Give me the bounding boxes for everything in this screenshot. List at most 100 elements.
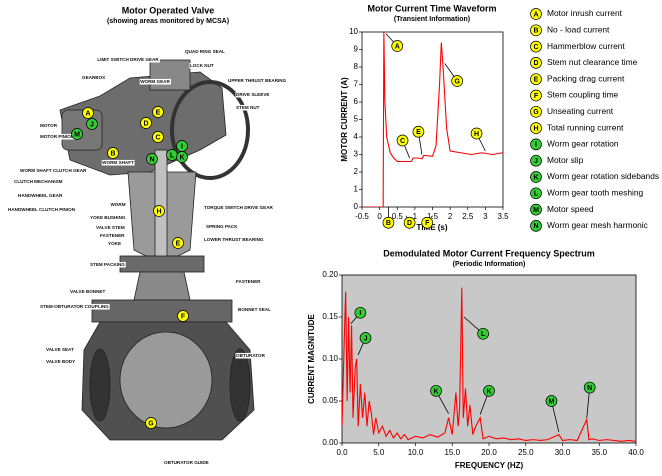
legend-key: L [534, 191, 539, 198]
legend-key: D [533, 60, 538, 67]
part-label: BONNET SEAL [238, 307, 271, 312]
marker-label: E [156, 109, 161, 116]
x-tick-label: 0.0 [336, 448, 348, 457]
marker-label: A [395, 43, 400, 50]
y-tick-label: 0.20 [322, 270, 338, 279]
part-label: SPRING PACK [206, 224, 238, 229]
marker-label: C [155, 134, 160, 141]
marker-label: M [74, 131, 80, 138]
marker-label: M [549, 398, 555, 405]
page: {"diagram": {"title": "Motor Operated Va… [0, 0, 662, 476]
marker-label: L [170, 152, 175, 159]
marker-label: D [407, 220, 412, 227]
x-tick-label: 2 [448, 212, 453, 221]
diagram-subtitle: (showing areas monitored by MCSA) [107, 18, 229, 25]
part-label: LOCK NUT [190, 63, 214, 68]
x-tick-label: 3 [483, 212, 488, 221]
legend-key: A [533, 11, 538, 18]
figure: Motor Operated Valve (showing areas moni… [0, 0, 662, 476]
marker-label: F [425, 220, 430, 227]
y-axis-label: CURRENT MAGNITUDE [307, 313, 316, 403]
part-label: VALVE STEM [96, 225, 125, 230]
legend-key: N [533, 223, 538, 230]
marker-label: C [400, 138, 405, 145]
diagram-title: Motor Operated Valve [122, 5, 215, 15]
legend-label: Worm gear rotation sidebands [547, 171, 659, 181]
y-axis-label: MOTOR CURRENT (A) [340, 77, 349, 162]
legend-key: I [535, 142, 537, 149]
part-label: OBTURATOR GUIDE [164, 460, 209, 465]
y-tick-label: 8 [354, 62, 359, 71]
legend-label: Unseating current [547, 106, 614, 116]
y-tick-label: 7 [354, 80, 359, 89]
part-label: HANDWHEEL GEAR [18, 193, 63, 198]
part-label: STEM PACKING [90, 262, 125, 267]
marker-label: G [148, 420, 154, 427]
y-tick-label: 9 [354, 45, 359, 54]
marker-label: F [181, 313, 186, 320]
part-label: TORQUE SWITCH DRIVE GEAR [204, 205, 274, 210]
part-label: QUAD RING SEAL [185, 49, 225, 54]
x-tick-label: 10.0 [408, 448, 424, 457]
x-tick-label: 5.0 [373, 448, 385, 457]
legend-label: Packing drag current [547, 73, 625, 83]
legend-label: Worm gear tooth meshing [547, 188, 644, 198]
marker-label: D [143, 120, 148, 127]
x-tick-label: 25.0 [518, 448, 534, 457]
marker-label: J [364, 335, 368, 342]
legend-key: G [533, 109, 539, 116]
y-tick-label: 6 [354, 97, 359, 106]
x-tick-label: 0 [377, 212, 382, 221]
x-tick-label: 35.0 [591, 448, 607, 457]
part-label: LOWER THRUST BEARING [204, 237, 264, 242]
x-tick-label: -0.5 [355, 212, 369, 221]
y-tick-label: 1 [354, 185, 359, 194]
part-label: LIMIT SWITCH DRIVE GEAR [97, 57, 159, 62]
legend-key: C [533, 44, 538, 51]
chart-title: Motor Current Time Waveform [367, 3, 496, 13]
y-tick-label: 0.00 [322, 438, 338, 447]
marker-label: I [359, 310, 361, 317]
y-tick-label: 3 [354, 150, 359, 159]
part-label: WORM [110, 202, 125, 207]
legend-key: H [533, 125, 538, 132]
part-label: VALVE BONNET [70, 289, 105, 294]
marker-label: B [386, 220, 391, 227]
marker-label: K [434, 388, 439, 395]
marker-label: K [486, 388, 491, 395]
part-label: OBTURATOR [236, 353, 266, 358]
legend-key: K [533, 174, 538, 181]
part-label: GEARBOX [82, 75, 106, 80]
marker-label: A [85, 110, 90, 117]
part-label: HANDWHEEL CLUTCH PINION [8, 207, 76, 212]
legend-key: F [534, 93, 539, 100]
legend-label: Motor slip [547, 155, 584, 165]
y-tick-label: 5 [354, 115, 359, 124]
y-tick-label: 0.05 [322, 396, 338, 405]
chart-title: Demodulated Motor Current Frequency Spec… [383, 248, 595, 258]
chart-subtitle: (Periodic Information) [453, 261, 526, 268]
x-tick-label: 2.5 [462, 212, 474, 221]
x-tick-label: 15.0 [444, 448, 460, 457]
y-tick-label: 10 [349, 27, 358, 36]
marker-label: H [474, 131, 479, 138]
legend-label: No - load current [547, 25, 610, 35]
legend-label: Hammerblow current [547, 41, 625, 51]
x-tick-label: 40.0 [628, 448, 644, 457]
marker-label: K [179, 154, 184, 161]
marker-label: E [416, 129, 421, 136]
marker-label: I [181, 143, 183, 150]
part-label: FASTENER [236, 279, 261, 284]
part-label: WORM SHAFT CLUTCH GEAR [20, 168, 87, 173]
y-tick-label: 0 [354, 202, 359, 211]
chart-subtitle: (Transient Information) [394, 16, 470, 23]
part-label: MOTOR PINION [40, 134, 75, 139]
x-tick-label: 3.5 [497, 212, 509, 221]
part-label: YOKE BUSHING [90, 215, 126, 220]
part-label: VALVE SEAT [46, 347, 74, 352]
part-label: WORM SHAFT [102, 160, 134, 165]
part-label: UPPER THRUST BEARING [228, 78, 287, 83]
legend-key: J [534, 158, 538, 165]
legend-label: Stem nut clearance time [547, 57, 638, 67]
y-tick-label: 0.15 [322, 312, 338, 321]
